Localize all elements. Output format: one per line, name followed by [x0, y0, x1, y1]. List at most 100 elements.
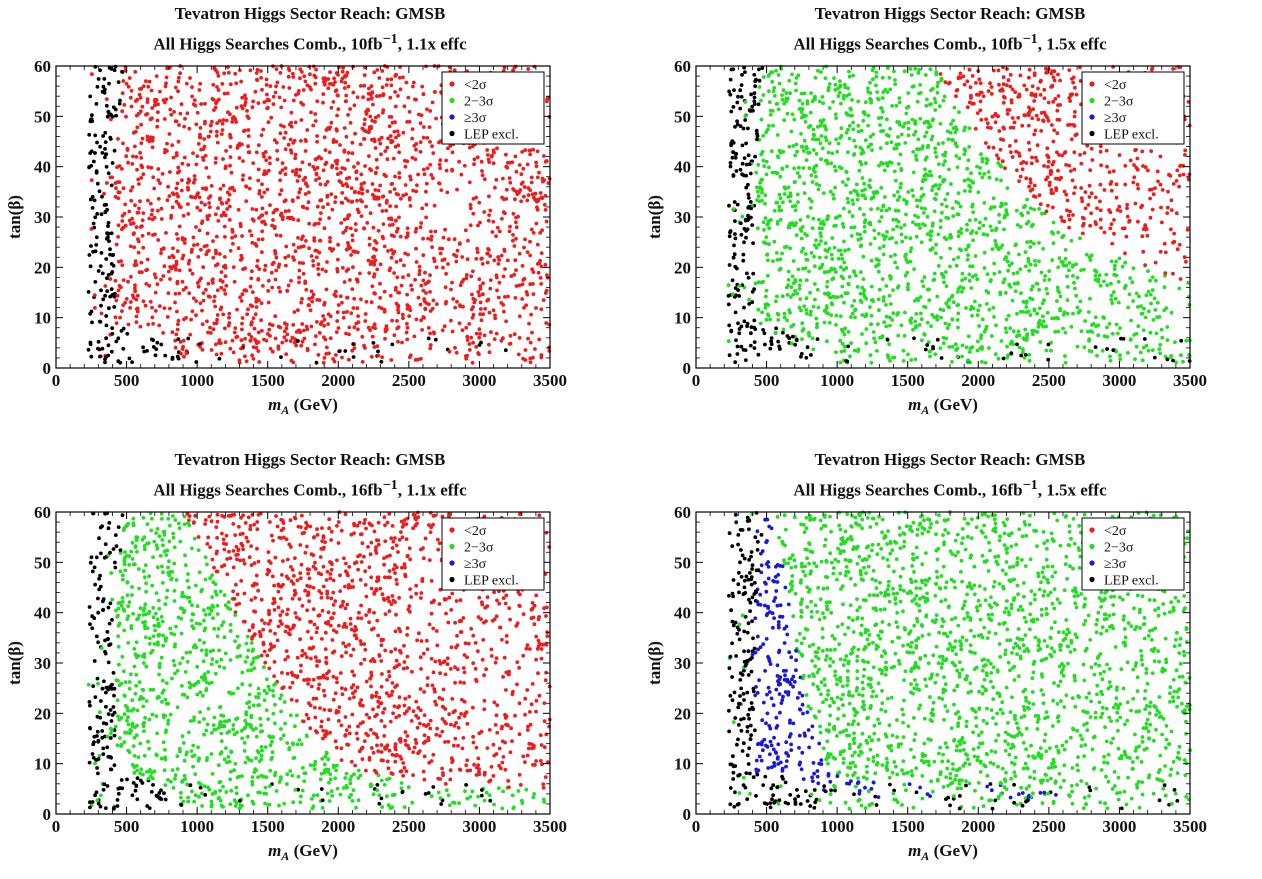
scatter-point [350, 140, 355, 145]
scatter-point [477, 327, 482, 332]
scatter-point [1030, 328, 1035, 333]
scatter-point [1042, 278, 1047, 282]
scatter-point [1158, 343, 1163, 347]
scatter-point [731, 207, 736, 211]
scatter-point [906, 91, 911, 95]
scatter-point [174, 259, 179, 264]
scatter-point [203, 101, 207, 106]
scatter-point [196, 284, 201, 289]
scatter-point [1008, 72, 1013, 77]
scatter-point [391, 156, 396, 161]
scatter-point [403, 183, 408, 187]
scatter-point [1080, 231, 1085, 236]
scatter-point [1065, 274, 1069, 279]
scatter-point [487, 194, 491, 199]
scatter-point [1054, 186, 1059, 191]
scatter-point [1038, 202, 1043, 207]
scatter-point [96, 346, 100, 351]
scatter-point [869, 98, 873, 102]
scatter-point [766, 258, 770, 263]
scatter-point [739, 232, 744, 237]
scatter-point [314, 67, 318, 72]
scatter-point [364, 299, 369, 304]
scatter-point [745, 321, 750, 326]
scatter-point [159, 217, 164, 221]
scatter-point [516, 352, 521, 357]
scatter-point [291, 360, 296, 365]
scatter-point [162, 100, 167, 105]
scatter-point [493, 313, 497, 318]
scatter-point [344, 182, 349, 186]
scatter-point [853, 144, 858, 149]
scatter-point [932, 96, 937, 101]
scatter-point [915, 204, 920, 209]
scatter-point [480, 173, 485, 178]
scatter-point [411, 188, 415, 193]
scatter-point [920, 179, 925, 184]
scatter-point [307, 296, 312, 301]
scatter-point [1026, 309, 1031, 314]
legend-label: LEP excl. [464, 128, 519, 143]
scatter-point [951, 138, 955, 143]
scatter-point [260, 229, 265, 234]
scatter-point [421, 135, 426, 140]
scatter-point [944, 237, 949, 242]
scatter-point [726, 339, 731, 344]
scatter-point [742, 319, 747, 324]
scatter-point [1122, 226, 1127, 231]
scatter-point [349, 226, 353, 231]
scatter-point [1159, 205, 1163, 210]
scatter-point [819, 134, 824, 138]
scatter-point [457, 321, 462, 326]
scatter-point [378, 93, 382, 98]
scatter-point [836, 94, 841, 98]
scatter-point [402, 158, 407, 163]
scatter-point [296, 91, 300, 96]
scatter-point [792, 117, 797, 122]
scatter-point [378, 262, 383, 267]
scatter-point [527, 148, 532, 153]
scatter-point [856, 129, 861, 134]
scatter-point [120, 309, 124, 313]
scatter-point [474, 256, 479, 261]
scatter-point [239, 79, 244, 84]
scatter-point [226, 70, 231, 75]
scatter-point [120, 263, 125, 267]
scatter-point [343, 228, 348, 233]
scatter-point [812, 133, 816, 138]
scatter-point [205, 217, 210, 222]
scatter-point [1150, 207, 1155, 212]
scatter-point [871, 77, 875, 82]
scatter-point [370, 284, 375, 289]
scatter-point [372, 70, 377, 75]
scatter-point [99, 251, 104, 255]
scatter-point [259, 318, 263, 323]
scatter-point [796, 267, 801, 272]
scatter-point [117, 101, 122, 106]
scatter-point [465, 257, 470, 262]
scatter-point [1108, 182, 1113, 186]
scatter-point [838, 79, 842, 83]
scatter-point [133, 283, 137, 287]
scatter-point [949, 122, 953, 126]
scatter-point [774, 251, 779, 255]
scatter-point [809, 251, 814, 255]
scatter-point [199, 147, 204, 152]
scatter-point [275, 80, 280, 85]
scatter-point [316, 221, 321, 226]
scatter-point [836, 141, 841, 146]
scatter-point [984, 289, 989, 293]
x-tick-label: 3000 [462, 371, 496, 390]
scatter-point [1023, 327, 1028, 332]
scatter-point [766, 127, 770, 132]
scatter-point [344, 93, 349, 98]
scatter-point [410, 136, 415, 141]
scatter-point [368, 114, 373, 119]
scatter-point [377, 76, 382, 80]
scatter-point [315, 139, 319, 144]
scatter-point [881, 252, 886, 257]
scatter-point [90, 195, 95, 199]
scatter-point [352, 165, 356, 169]
scatter-point [1148, 278, 1152, 283]
scatter-point [344, 269, 349, 273]
